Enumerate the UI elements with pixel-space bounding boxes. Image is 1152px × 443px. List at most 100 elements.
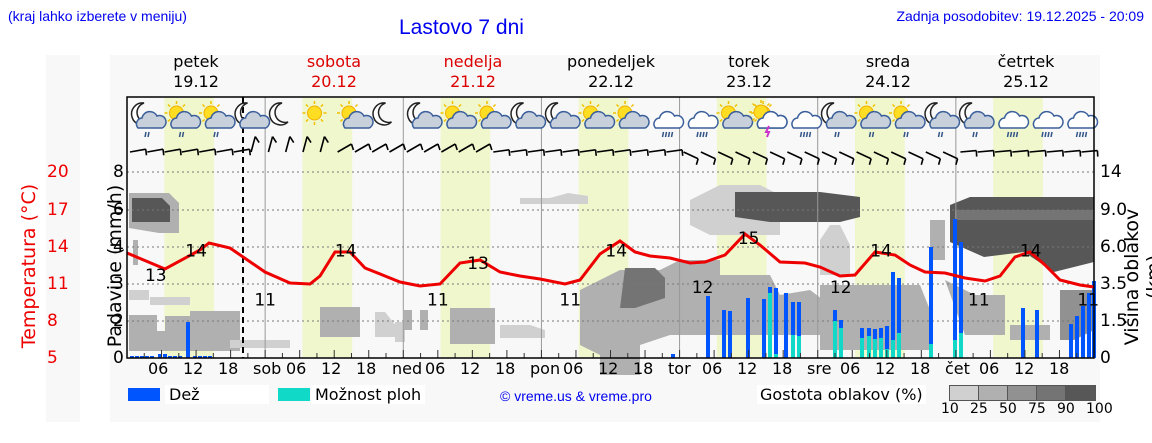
rain-legend-label: Dež	[165, 385, 269, 404]
copyright-link[interactable]: © vreme.us & vreme.pro	[500, 388, 652, 404]
density-swatch	[949, 385, 980, 401]
day-date: 19.12	[173, 72, 219, 91]
svg-text:15: 15	[738, 229, 760, 249]
day-date: 23.12	[726, 72, 772, 91]
x-tick-label: 18	[633, 359, 654, 378]
cloud-tick: 6.0	[1100, 237, 1128, 257]
temp-tick: 14	[47, 237, 69, 257]
svg-text:12: 12	[830, 278, 852, 298]
x-tick-label: 12	[598, 359, 619, 378]
svg-text:11: 11	[254, 291, 276, 311]
x-tick-label: 12	[460, 359, 481, 378]
day-header: četrtek 25.12	[957, 52, 1095, 92]
x-tick-label: 12	[321, 359, 342, 378]
day-name: torek	[728, 52, 770, 71]
precip-tick: 6	[113, 200, 124, 220]
cloud-tick: 0	[1100, 348, 1111, 368]
cloud-tick: 14	[1100, 162, 1122, 182]
svg-text:14: 14	[605, 241, 627, 261]
wind-barbs	[129, 136, 1099, 165]
x-tick-label: 18	[1049, 359, 1070, 378]
x-tick-label: 18	[356, 359, 377, 378]
precip-tick: 2	[113, 311, 124, 331]
x-tick-label: 06	[286, 359, 307, 378]
day-name: sobota	[306, 52, 362, 71]
day-name: ponedeljek	[567, 52, 655, 71]
x-tick-label: 12	[737, 359, 758, 378]
x-tick-label: sre	[807, 359, 832, 378]
density-swatch	[1007, 385, 1038, 401]
x-tick-label: 06	[148, 359, 169, 378]
day-date: 20.12	[311, 72, 357, 91]
day-name: nedelja	[443, 52, 503, 71]
svg-text:14: 14	[870, 241, 892, 261]
shower-swatch	[278, 388, 310, 401]
x-tick-label: 06	[563, 359, 584, 378]
region-hint: (kraj lahko izberete v meniju)	[8, 8, 187, 24]
day-date: 24.12	[865, 72, 911, 91]
x-tick-label: pon	[530, 359, 561, 378]
last-update-timestamp: Zadnja posodobitev: 19.12.2025 - 20:09	[896, 8, 1144, 24]
density-value: 90	[1057, 401, 1075, 417]
svg-text:11: 11	[427, 291, 449, 311]
day-header: petek 19.12	[127, 52, 265, 92]
x-tick-label: čet	[945, 359, 970, 378]
weather-icons	[130, 100, 1099, 138]
x-tick-label: 06	[979, 359, 1000, 378]
day-name: četrtek	[997, 52, 1055, 71]
shower-legend-label: Možnost ploh	[311, 385, 426, 404]
x-tick-label: 18	[910, 359, 931, 378]
svg-text:11: 11	[968, 291, 990, 311]
x-tick-label: 18	[772, 359, 793, 378]
rain-swatch	[128, 388, 160, 401]
x-tick-label: ned	[392, 359, 423, 378]
x-tick-label: sob	[253, 359, 282, 378]
cloud-tick: 3.5	[1100, 274, 1128, 294]
svg-text:14: 14	[1020, 241, 1042, 261]
temp-tick: 5	[47, 348, 58, 368]
svg-text:12: 12	[692, 278, 714, 298]
svg-text:11: 11	[559, 291, 581, 311]
density-value: 100	[1086, 401, 1113, 417]
precip-tick: 3	[113, 274, 124, 294]
day-header: ponedeljek 22.12	[542, 52, 680, 92]
page-title: Lastovo 7 dni	[399, 16, 524, 39]
day-header: nedelja 21.12	[404, 52, 542, 92]
precip-tick: 8	[113, 162, 124, 182]
density-swatch	[1036, 385, 1067, 401]
svg-text:14: 14	[185, 241, 207, 261]
cloud-density-legend-title: Gostota oblakov (%)	[757, 385, 926, 404]
day-header: sobota 20.12	[265, 52, 403, 92]
svg-text:13: 13	[467, 254, 489, 274]
density-swatch	[1065, 385, 1096, 401]
temp-tick: 17	[47, 200, 69, 220]
temperature-line	[126, 232, 1095, 289]
temperature-labels: 13 14 11 14 11 13 11 14 12 15 12 14 11 14 11	[145, 229, 1099, 311]
day-date: 22.12	[588, 72, 634, 91]
x-tick-label: 18	[495, 359, 516, 378]
day-date: 21.12	[450, 72, 496, 91]
density-value: 25	[970, 401, 988, 417]
x-tick-label: 12	[875, 359, 896, 378]
density-value: 50	[999, 401, 1017, 417]
temp-tick: 11	[47, 274, 69, 294]
svg-text:13: 13	[145, 266, 167, 286]
temp-tick: 20	[47, 162, 69, 182]
temperature-axis-panel	[46, 55, 80, 422]
cloud-tick: 1.5	[1100, 311, 1128, 331]
density-value: 75	[1028, 401, 1046, 417]
x-tick-label: 12	[1014, 359, 1035, 378]
precip-tick: 4	[113, 237, 124, 257]
cloud-tick: 9.0	[1100, 200, 1128, 220]
x-tick-label: 06	[425, 359, 446, 378]
x-tick-label: 06	[840, 359, 861, 378]
density-swatch	[978, 385, 1009, 401]
svg-text:11: 11	[1077, 291, 1099, 311]
svg-text:14: 14	[335, 241, 357, 261]
x-tick-label: 12	[183, 359, 204, 378]
temp-tick: 8	[47, 311, 58, 331]
day-name: sreda	[865, 52, 911, 71]
day-name: petek	[173, 52, 219, 71]
x-tick-label: 06	[702, 359, 723, 378]
